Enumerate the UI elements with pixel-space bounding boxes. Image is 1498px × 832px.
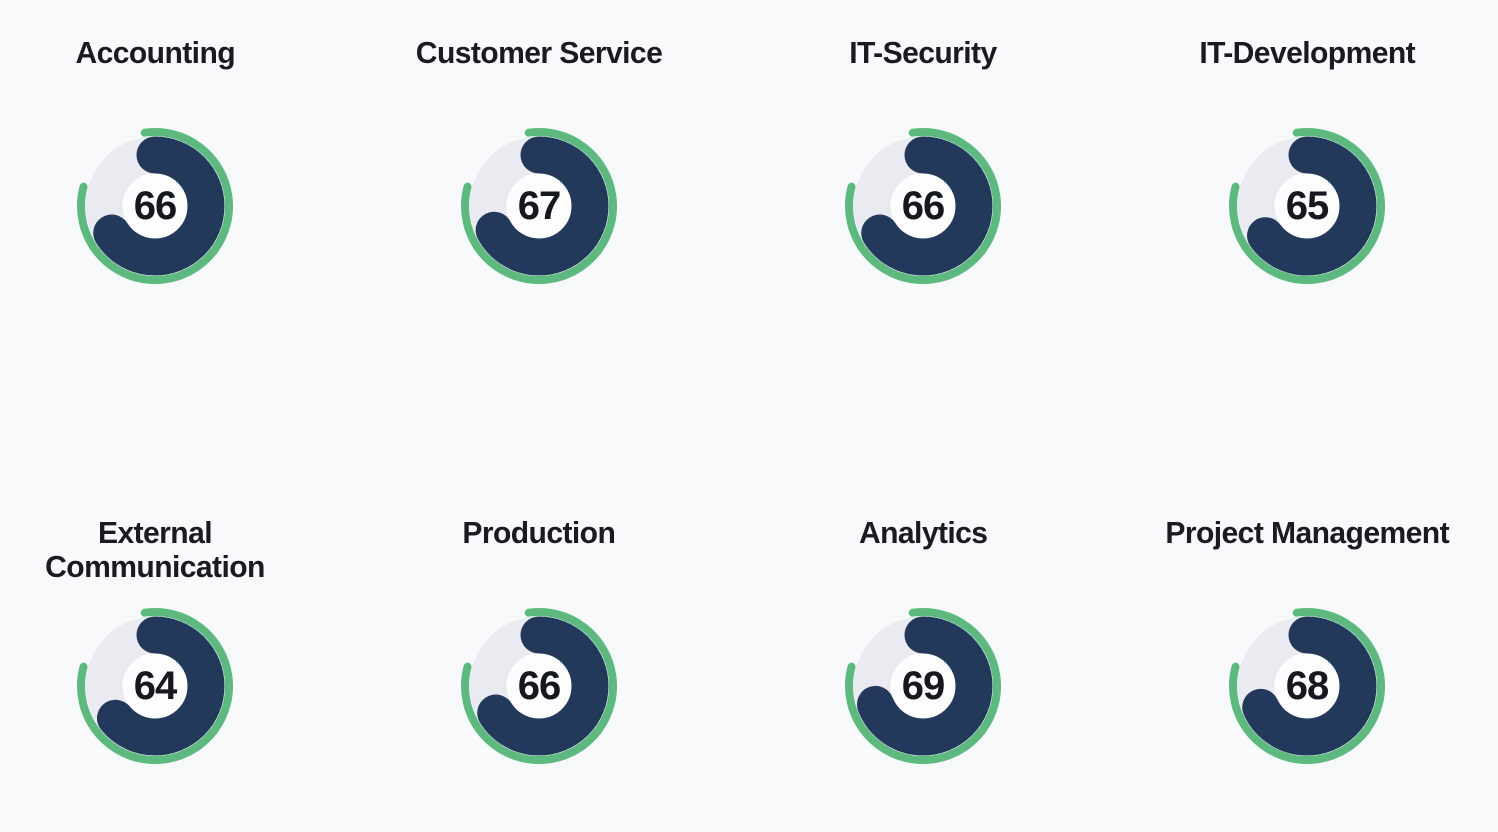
gauge-card: Project Management 68 [1115, 480, 1498, 832]
gauge-value-arc[interactable] [853, 136, 993, 276]
gauge-svg [845, 127, 1001, 284]
gauge-outer-arc [461, 608, 617, 764]
gauge-hole-circle [890, 173, 956, 239]
gauge-card: Accounting 66 [0, 0, 347, 480]
gauge-title: Accounting [75, 35, 235, 70]
gauge-donut[interactable]: 66 [457, 604, 621, 768]
gauge-svg [76, 127, 233, 284]
gauge-value-arc[interactable] [1237, 136, 1377, 276]
gauge-outer-arc [76, 127, 233, 284]
gauge-svg [1229, 127, 1385, 284]
gauge-value-label: 68 [1285, 663, 1330, 708]
gauge-value-arc[interactable] [853, 616, 993, 756]
gauge-title: IT-Development [1199, 35, 1415, 70]
gauge-value-label: 69 [901, 663, 946, 708]
gauge-card: Customer Service 67 [347, 0, 731, 480]
gauge-outer-arc [76, 608, 233, 764]
gauge-outer-arc [461, 127, 617, 284]
gauge-value-arc[interactable] [85, 136, 225, 276]
gauge-card: External Communication 64 [0, 480, 347, 832]
gauge-card: IT-Security 66 [731, 0, 1115, 480]
gauge-donut[interactable]: 66 [841, 124, 1005, 288]
gauge-value-label: 66 [517, 663, 562, 708]
gauge-donut[interactable]: 68 [1225, 604, 1389, 768]
gauge-title: External Communication [45, 515, 265, 584]
gauge-donut[interactable]: 69 [841, 604, 1005, 768]
gauge-outer-arc [1229, 608, 1385, 764]
gauge-value-label: 66 [133, 183, 178, 228]
gauge-card: IT-Development 65 [1115, 0, 1498, 480]
gauge-value-label: 66 [901, 183, 946, 228]
gauge-svg [76, 608, 233, 764]
gauge-title: Project Management [1165, 515, 1449, 550]
gauge-hole-circle [1274, 173, 1340, 239]
gauge-svg [845, 608, 1001, 764]
gauge-outer-arc [845, 127, 1001, 284]
gauge-title: Analytics [858, 515, 988, 550]
gauge-title: Production [462, 515, 616, 550]
gauge-title: IT-Security [849, 35, 997, 70]
gauge-outer-arc [1229, 127, 1385, 284]
gauge-title: Customer Service [415, 35, 663, 70]
gauge-svg [1229, 608, 1385, 764]
gauge-hole-circle [506, 653, 572, 719]
gauge-hole-circle [122, 173, 188, 239]
gauge-hole-circle [506, 173, 572, 239]
gauge-hole-circle [1274, 653, 1340, 719]
gauge-donut[interactable]: 66 [73, 124, 237, 288]
gauge-value-label: 64 [133, 663, 178, 708]
gauge-svg [461, 608, 617, 764]
gauge-value-arc[interactable] [1237, 616, 1377, 756]
gauge-card: Production 66 [347, 480, 731, 832]
gauge-value-arc[interactable] [469, 136, 609, 276]
gauge-card: Analytics 69 [731, 480, 1115, 832]
gauge-value-label: 67 [517, 183, 562, 228]
gauge-donut[interactable]: 64 [73, 604, 237, 768]
gauge-value-label: 65 [1285, 183, 1330, 228]
gauge-hole-circle [890, 653, 956, 719]
gauge-donut[interactable]: 65 [1225, 124, 1389, 288]
gauge-value-arc[interactable] [85, 616, 225, 756]
gauge-svg [461, 127, 617, 284]
gauge-value-arc[interactable] [469, 616, 609, 756]
gauge-hole-circle [122, 653, 188, 719]
gauge-donut[interactable]: 67 [457, 124, 621, 288]
gauge-outer-arc [845, 608, 1001, 764]
